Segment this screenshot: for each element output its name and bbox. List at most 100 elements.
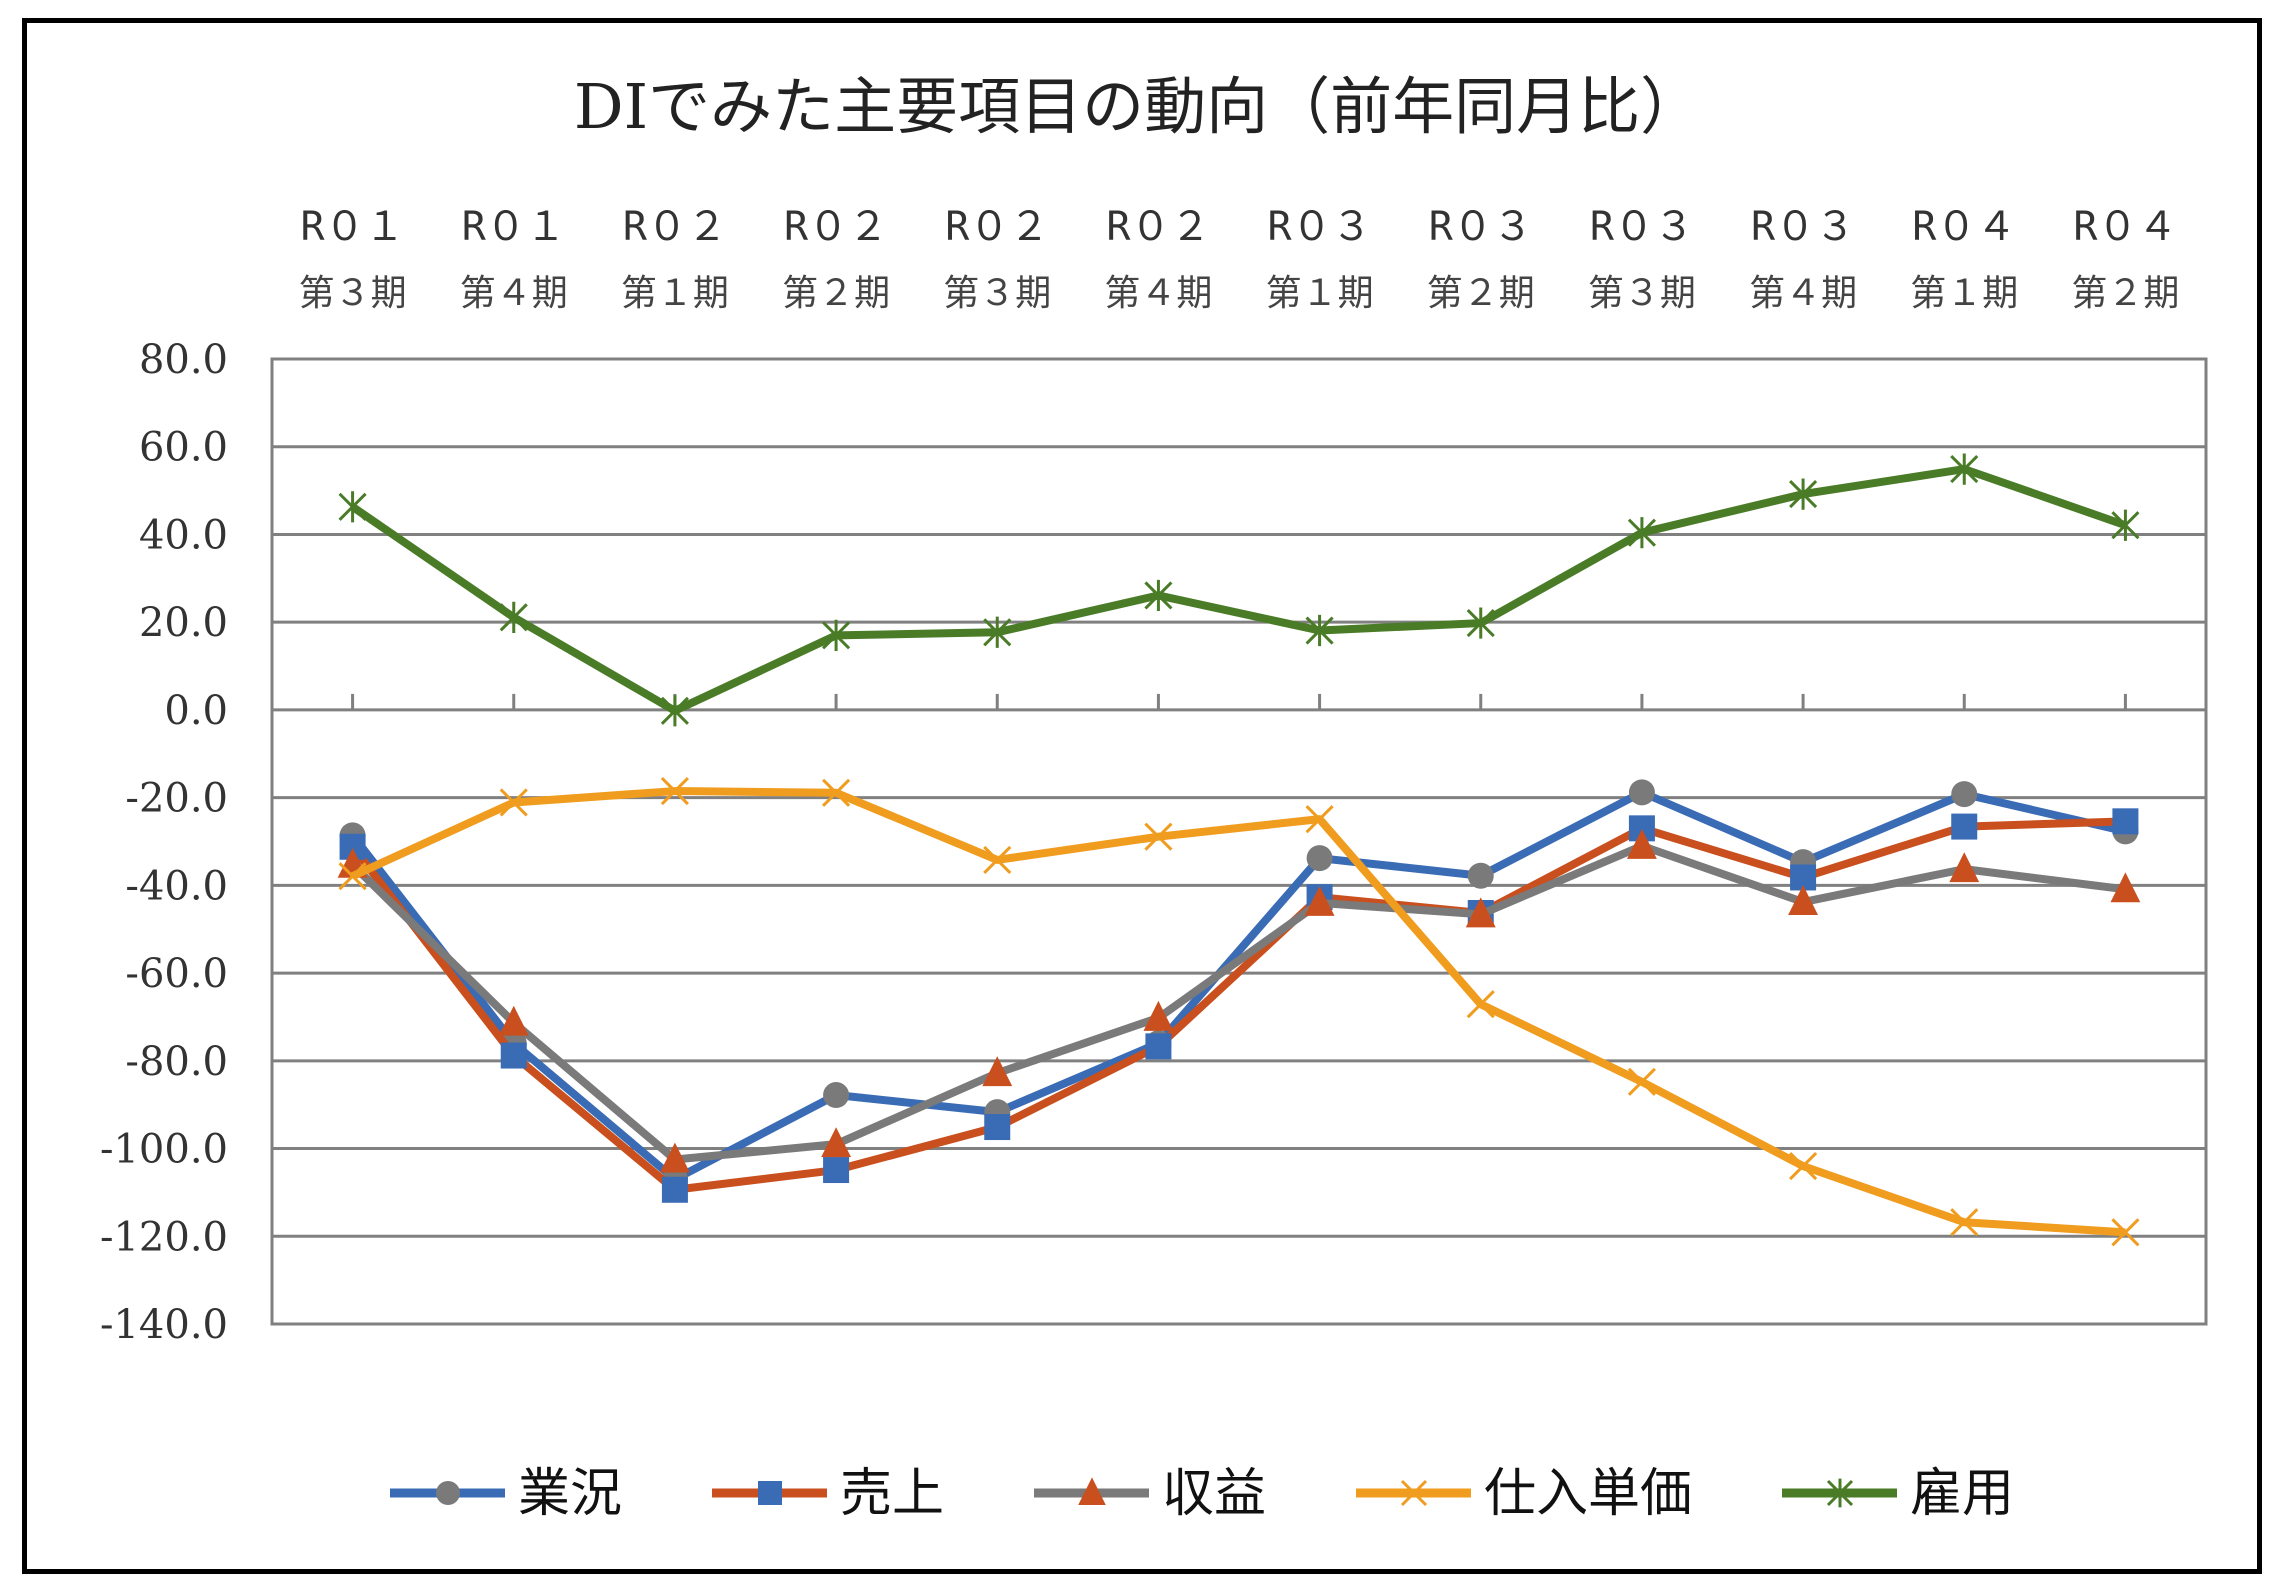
x-category-year: R０４ [1912, 204, 2016, 250]
x-axis-ticks [351, 693, 2127, 710]
data-point-shiire-tanka [499, 788, 528, 817]
data-point-koyo [1466, 607, 1495, 639]
data-point-uriage [1951, 813, 1978, 840]
x-category-period: 第１期 [1266, 273, 1374, 314]
data-point-shiire-tanka [1950, 1208, 1979, 1237]
legend-item-koyo: 雇用 [1782, 1464, 2014, 1524]
x-category-period: 第１期 [1910, 273, 2018, 314]
series-uriage [339, 808, 2139, 1203]
x-category-year: R０２ [784, 204, 888, 250]
legend: 業況 売上 収益 仕入単価 雇用 [390, 1464, 2014, 1524]
series-shiire-tanka [338, 776, 2140, 1247]
data-point-koyo [499, 601, 528, 633]
data-point-shueki [659, 1142, 690, 1173]
y-tick-label: -40.0 [125, 863, 228, 909]
data-point-koyo [1627, 517, 1656, 549]
x-category-year: R０２ [623, 204, 727, 250]
x-axis-labels: R０１ 第３期 R０１ 第４期 R０２ 第１期 R０２ 第２期 R０２ 第３期 R０２ 第４期 R０３ 第… [299, 204, 2180, 314]
legend-item-shiire-tanka: 仕入単価 [1356, 1464, 1692, 1524]
chart-title: DIでみた主要項目の動向（前年同月比） [574, 70, 1702, 143]
y-tick-label: -120.0 [100, 1214, 228, 1260]
data-point-shiire-tanka [822, 778, 851, 807]
data-point-koyo [1789, 478, 1818, 510]
data-point-shiire-tanka [1305, 805, 1334, 834]
data-point-shiire-tanka [2111, 1218, 2140, 1247]
data-point-shiire-tanka [338, 862, 367, 891]
legend-label: 収益 [1162, 1464, 1266, 1524]
data-point-shueki [821, 1127, 852, 1158]
plot-area [270, 357, 2208, 1326]
y-tick-label: -20.0 [125, 776, 228, 822]
data-point-shiire-tanka [1144, 822, 1173, 851]
data-point-koyo [2111, 509, 2140, 541]
data-point-shueki [1626, 828, 1657, 859]
chart-frame [22, 18, 2262, 1574]
x-category-year: R０１ [462, 204, 566, 250]
y-tick-label: 40.0 [139, 512, 228, 558]
series-line-shueki [349, 841, 2126, 1164]
x-category-year: R０２ [945, 204, 1049, 250]
y-tick-label: -100.0 [100, 1127, 228, 1173]
data-point-koyo [1305, 614, 1334, 647]
x-category-period: 第４期 [460, 273, 568, 314]
legend-marker-x-icon [1400, 1479, 1428, 1507]
series-line-uriage [349, 817, 2126, 1194]
data-point-gyokyo [1628, 779, 1655, 806]
data-point-shiire-tanka [1627, 1067, 1656, 1096]
x-category-year: R０３ [1268, 204, 1372, 250]
data-point-gyokyo [1306, 845, 1333, 872]
data-point-shiire-tanka [1789, 1152, 1818, 1181]
x-category-period: 第１期 [621, 273, 729, 314]
data-point-koyo [983, 616, 1012, 648]
y-tick-label: -60.0 [125, 951, 228, 997]
data-point-shueki [1143, 1000, 1174, 1031]
data-point-uriage [500, 1042, 527, 1069]
data-point-shueki [498, 1005, 529, 1036]
series-line-koyo [350, 465, 2127, 715]
legend-marker-star-icon [1826, 1478, 1854, 1508]
x-category-period: 第４期 [1104, 273, 1212, 314]
legend-item-uriage: 売上 [712, 1464, 944, 1524]
data-point-uriage [1145, 1033, 1172, 1060]
legend-item-gyokyo: 業況 [390, 1464, 622, 1524]
data-point-shueki [1465, 897, 1496, 928]
x-category-year: R０４ [2073, 204, 2177, 250]
legend-label: 仕入単価 [1484, 1464, 1692, 1524]
series-line-gyokyo [349, 788, 2127, 1184]
x-category-period: 第２期 [1427, 273, 1535, 314]
data-point-koyo [1144, 579, 1173, 612]
y-tick-label: -80.0 [125, 1039, 228, 1085]
data-point-koyo [1950, 453, 1979, 485]
legend-marker-circle-icon [436, 1481, 460, 1505]
data-point-koyo [660, 695, 689, 727]
x-category-year: R０３ [1429, 204, 1533, 250]
y-tick-label: 20.0 [139, 600, 228, 646]
x-category-year: R０１ [301, 204, 405, 250]
y-axis-labels: 80.0 60.0 40.0 20.0 0.0 -20.0 -40.0 -60.0 -80.0 -… [100, 337, 228, 1348]
x-category-period: 第３期 [299, 273, 407, 314]
x-category-period: 第４期 [1749, 273, 1857, 314]
legend-label: 雇用 [1910, 1464, 2014, 1524]
x-category-period: 第３期 [1588, 273, 1696, 314]
x-category-year: R０３ [1751, 204, 1855, 250]
x-category-period: 第３期 [943, 273, 1051, 314]
series-koyo [338, 453, 2140, 727]
data-point-uriage [2112, 808, 2139, 835]
legend-marker-square-icon [758, 1481, 782, 1505]
y-tick-label: 60.0 [139, 425, 228, 471]
data-point-shiire-tanka [660, 776, 689, 806]
x-category-year: R０２ [1106, 204, 1210, 250]
y-tick-label: 80.0 [139, 337, 228, 383]
data-point-shiire-tanka [983, 845, 1012, 874]
y-tick-label: 0.0 [164, 688, 228, 734]
data-point-gyokyo [1467, 862, 1494, 889]
legend-marker-triangle-icon [1078, 1477, 1106, 1505]
data-point-shueki [2110, 872, 2141, 903]
y-tick-label: -140.0 [100, 1302, 228, 1348]
data-point-shueki [1788, 885, 1819, 916]
data-point-shueki [1949, 852, 1980, 883]
x-category-year: R０３ [1590, 204, 1694, 250]
legend-label: 業況 [518, 1464, 622, 1524]
data-point-koyo [338, 491, 367, 523]
